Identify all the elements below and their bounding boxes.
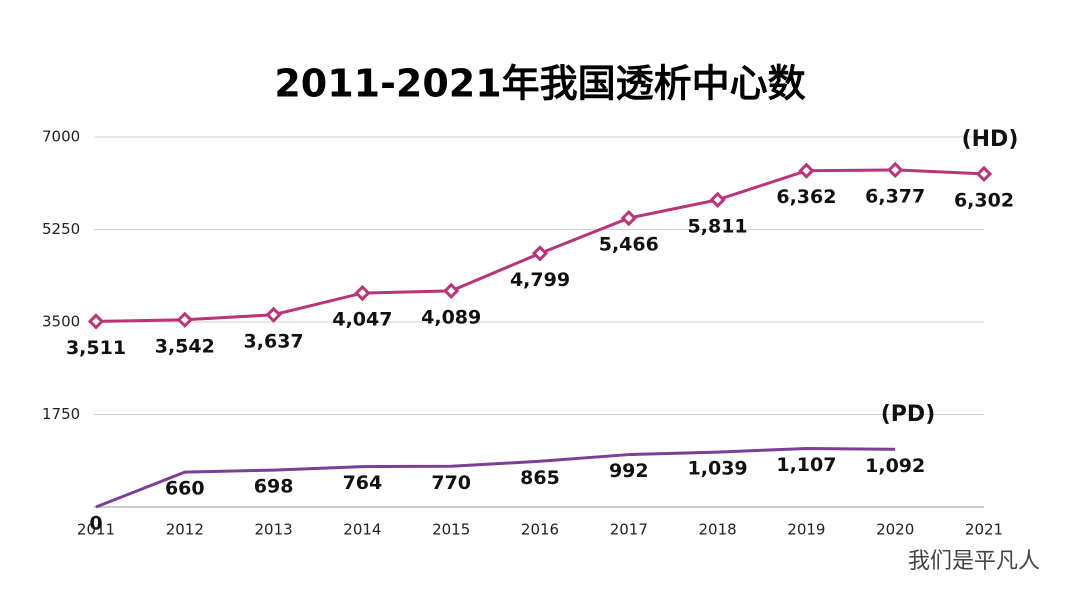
marker bbox=[798, 162, 815, 179]
marker bbox=[443, 282, 460, 299]
data-label: 3,542 bbox=[155, 335, 215, 357]
data-label: 3,637 bbox=[244, 330, 304, 352]
data-label: 764 bbox=[343, 472, 383, 494]
data-label: 4,089 bbox=[421, 306, 481, 328]
series-line bbox=[95, 446, 896, 509]
y-tick-label: 7000 bbox=[42, 128, 80, 146]
y-tick-label: 5250 bbox=[42, 220, 80, 238]
data-label: 4,047 bbox=[332, 309, 392, 331]
legend-label: (HD) bbox=[962, 127, 1019, 152]
x-tick-label: 2020 bbox=[876, 521, 914, 539]
chart-title: 2011-2021年我国透析中心数 bbox=[274, 62, 805, 106]
data-label: 6,377 bbox=[865, 185, 925, 207]
marker bbox=[709, 191, 726, 208]
marker bbox=[620, 209, 637, 227]
data-label: 6,302 bbox=[954, 189, 1014, 211]
y-tick-label: 1750 bbox=[42, 405, 80, 423]
x-tick-label: 2015 bbox=[432, 521, 470, 539]
marker bbox=[531, 245, 549, 262]
x-tick-label: 2018 bbox=[699, 521, 737, 539]
data-label: 5,466 bbox=[599, 234, 659, 256]
marker bbox=[87, 313, 105, 330]
x-tick-label: 2019 bbox=[787, 521, 825, 539]
x-tick-label: 2014 bbox=[343, 521, 381, 539]
data-label: 1,107 bbox=[776, 454, 836, 476]
watermark: 我们是平凡人 bbox=[908, 549, 1040, 574]
data-label: 1,092 bbox=[865, 455, 925, 477]
data-label: 660 bbox=[165, 478, 205, 500]
data-label: 865 bbox=[520, 467, 560, 489]
data-label: 5,811 bbox=[688, 215, 748, 237]
x-tick-label: 2016 bbox=[521, 521, 559, 539]
data-label: 1,039 bbox=[688, 458, 748, 480]
x-tick-label: 2011 bbox=[77, 521, 115, 539]
marker bbox=[975, 165, 993, 183]
data-label: 6,362 bbox=[776, 186, 836, 208]
x-tick-label: 2013 bbox=[255, 521, 293, 539]
data-label: 698 bbox=[254, 476, 294, 498]
data-label: 3,511 bbox=[66, 337, 126, 359]
legend-label: (PD) bbox=[881, 402, 936, 427]
data-label: 0 bbox=[89, 513, 102, 535]
y-tick-label: 3500 bbox=[42, 313, 80, 331]
marker bbox=[354, 284, 371, 302]
x-tick-label: 2021 bbox=[965, 521, 1003, 539]
data-label: 992 bbox=[609, 460, 649, 482]
marker bbox=[176, 311, 193, 328]
data-label: 4,799 bbox=[510, 269, 570, 291]
x-tick-label: 2012 bbox=[166, 521, 204, 539]
data-label: 770 bbox=[431, 472, 471, 494]
marker bbox=[887, 161, 904, 179]
x-tick-label: 2017 bbox=[610, 521, 648, 539]
marker bbox=[265, 306, 282, 323]
